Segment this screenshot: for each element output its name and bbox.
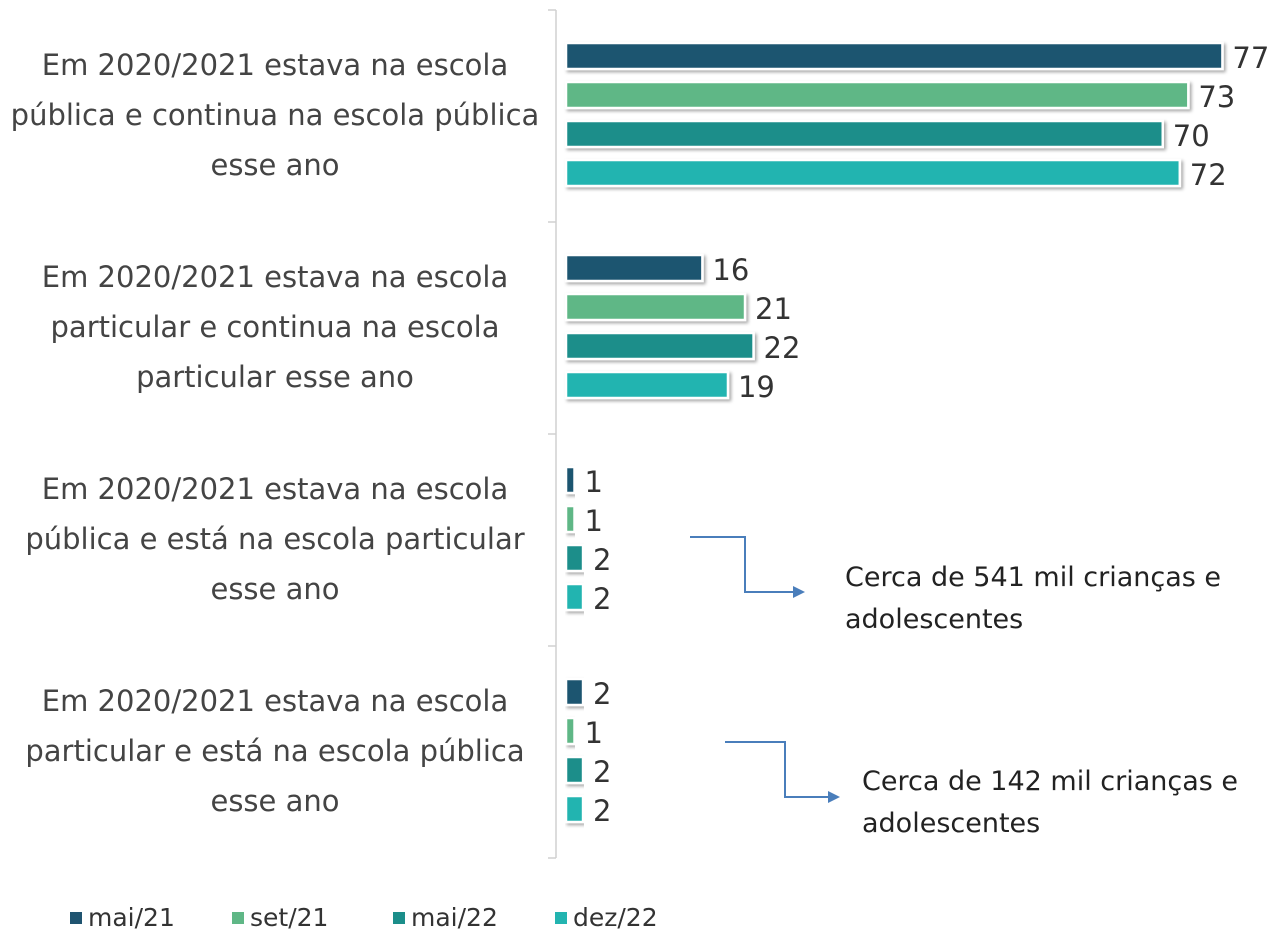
bar (564, 292, 747, 322)
value-label: 2 (593, 755, 611, 789)
value-label: 1 (585, 504, 603, 538)
bar (564, 370, 730, 400)
legend-swatch (70, 912, 82, 924)
legend-label: mai/22 (411, 903, 498, 932)
bar (564, 119, 1164, 149)
value-label: 73 (1198, 80, 1235, 114)
category-label: Em 2020/2021 estava na escola particular… (41, 260, 509, 394)
bar (564, 41, 1224, 71)
legend-swatch (393, 912, 405, 924)
value-label: 2 (593, 582, 611, 616)
annotation: Cerca de 142 mil crianças e adolescentes (862, 766, 1239, 839)
arrow (725, 741, 830, 798)
bar (564, 504, 576, 534)
bar (564, 158, 1182, 188)
annotation: Cerca de 541 mil crianças e adolescentes (845, 562, 1222, 635)
bar (564, 716, 576, 746)
value-label: 70 (1173, 119, 1210, 153)
value-label: 2 (593, 677, 611, 711)
value-label: 2 (593, 794, 611, 828)
value-label: 21 (755, 292, 792, 326)
bar (564, 677, 585, 707)
arrow-head (793, 586, 805, 598)
bar (564, 253, 704, 283)
bar (564, 582, 585, 612)
value-label: 16 (712, 253, 749, 287)
legend-label: set/21 (250, 903, 328, 932)
category-label: Em 2020/2021 estava na escola pública e … (25, 472, 525, 606)
legend-label: mai/21 (88, 903, 175, 932)
bar (564, 80, 1190, 110)
value-label: 22 (764, 331, 801, 365)
value-label: 2 (593, 543, 611, 577)
bar (564, 794, 585, 824)
arrow (690, 536, 795, 593)
value-label: 77 (1232, 41, 1269, 75)
value-label: 72 (1190, 158, 1227, 192)
arrow-head (828, 791, 840, 803)
value-label: 1 (585, 716, 603, 750)
legend-swatch (232, 912, 244, 924)
bar (564, 331, 755, 361)
value-label: 19 (738, 370, 775, 404)
legend-label: dez/22 (573, 903, 658, 932)
value-label: 1 (585, 465, 603, 499)
bar (564, 465, 576, 495)
bar (564, 755, 585, 785)
legend-swatch (555, 912, 567, 924)
category-label: Em 2020/2021 estava na escola pública e … (10, 48, 540, 182)
category-label: Em 2020/2021 estava na escola particular… (25, 684, 525, 818)
bar (564, 543, 585, 573)
